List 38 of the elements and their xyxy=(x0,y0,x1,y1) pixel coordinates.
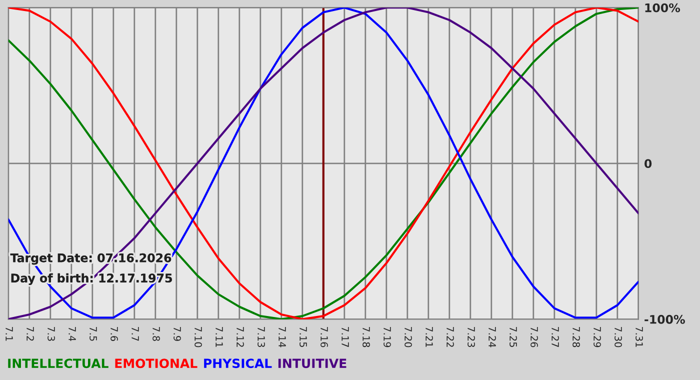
x-tick-label: 7.31 xyxy=(636,326,643,347)
x-tick-label: 7.8 xyxy=(152,326,160,341)
x-tick-label: 7.25 xyxy=(510,326,517,347)
x-tick-label: 7.14 xyxy=(278,326,286,348)
text: EMOTIONAL xyxy=(115,358,198,368)
x-tick-label: 7.23 xyxy=(468,326,475,348)
x-tick-label: 7.2 xyxy=(26,326,34,341)
x-tick-label: 7.1 xyxy=(6,326,13,341)
x-tick-label: 7.9 xyxy=(174,326,181,341)
x-tick-label: 7.15 xyxy=(300,326,307,347)
x-tick-label: 7.4 xyxy=(68,326,76,342)
x-tick-label: 7.10 xyxy=(194,326,202,348)
x-tick-label: 7.5 xyxy=(90,326,97,341)
text: INTUITIVE xyxy=(278,358,346,368)
x-tick-label: 7.28 xyxy=(572,326,580,348)
x-tick-label: 7.13 xyxy=(258,326,265,348)
x-tick-label: 7.11 xyxy=(216,326,223,347)
x-tick-label: 7.29 xyxy=(594,326,601,348)
x-tick-label: 7.19 xyxy=(384,326,391,348)
y-tick-label: -100% xyxy=(644,314,685,324)
x-tick-label: 7.7 xyxy=(132,326,139,341)
x-tick-label: 7.18 xyxy=(362,326,370,348)
x-tick-label: 7.27 xyxy=(552,326,559,347)
x-tick-label: 7.22 xyxy=(446,326,454,347)
x-tick-label: 7.3 xyxy=(48,326,55,341)
x-tick-label: 7.17 xyxy=(342,326,349,347)
x-tick-label: 7.6 xyxy=(110,326,118,341)
text: PHYSICAL xyxy=(204,358,272,368)
y-tick-label: 0 xyxy=(644,159,652,168)
text: INTELLECTUAL xyxy=(8,358,108,368)
x-tick-label: 7.20 xyxy=(404,326,412,348)
y-tick-label: 100% xyxy=(645,3,680,12)
x-tick-label: 7.26 xyxy=(530,326,538,348)
x-tick-label: 7.21 xyxy=(426,326,433,347)
x-tick-label: 7.16 xyxy=(320,326,328,348)
x-tick-label: 7.30 xyxy=(614,326,622,348)
x-tick-label: 7.24 xyxy=(488,326,496,348)
x-tick-label: 7.12 xyxy=(236,326,244,347)
